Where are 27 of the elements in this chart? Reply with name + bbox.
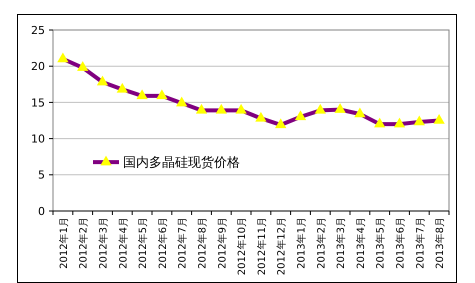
y-tick-label: 20 (31, 60, 45, 74)
x-tick-label: 2013年5月 (374, 217, 387, 269)
x-tick-label: 2012年5月 (137, 217, 150, 269)
x-tick-label: 2012年7月 (176, 217, 189, 269)
x-tick-label: 2012年9月 (216, 217, 228, 269)
y-tick-label: 10 (31, 132, 45, 146)
x-tick-label: 2013年3月 (335, 217, 348, 269)
x-tick-label: 2013年4月 (354, 217, 367, 269)
x-tick-label: 2012年2月 (78, 217, 90, 269)
x-tick-label: 2012年8月 (196, 217, 208, 269)
x-tick-label: 2012年11月 (256, 217, 268, 276)
x-tick-label: 2013年7月 (414, 217, 426, 269)
x-tick-label: 2013年6月 (394, 217, 406, 269)
y-tick-label: 15 (31, 96, 45, 110)
x-tick-label: 2012年6月 (156, 217, 169, 269)
x-tick-label: 2012年12月 (276, 217, 288, 276)
x-tick-label: 2012年1月 (58, 217, 70, 269)
x-tick-label: 2013年8月 (434, 217, 446, 269)
y-tick-label: 5 (38, 168, 45, 182)
x-tick-label: 2012年3月 (98, 217, 110, 269)
y-tick-label: 25 (31, 24, 45, 37)
x-tick-label: 2013年2月 (315, 217, 328, 269)
x-tick-label: 2012年10月 (236, 217, 248, 276)
x-tick-label: 2012年4月 (117, 217, 130, 269)
legend-label: 国内多晶硅现货价格 (123, 156, 240, 171)
x-tick-label: 2013年1月 (296, 217, 308, 269)
y-tick-label: 0 (38, 204, 45, 218)
